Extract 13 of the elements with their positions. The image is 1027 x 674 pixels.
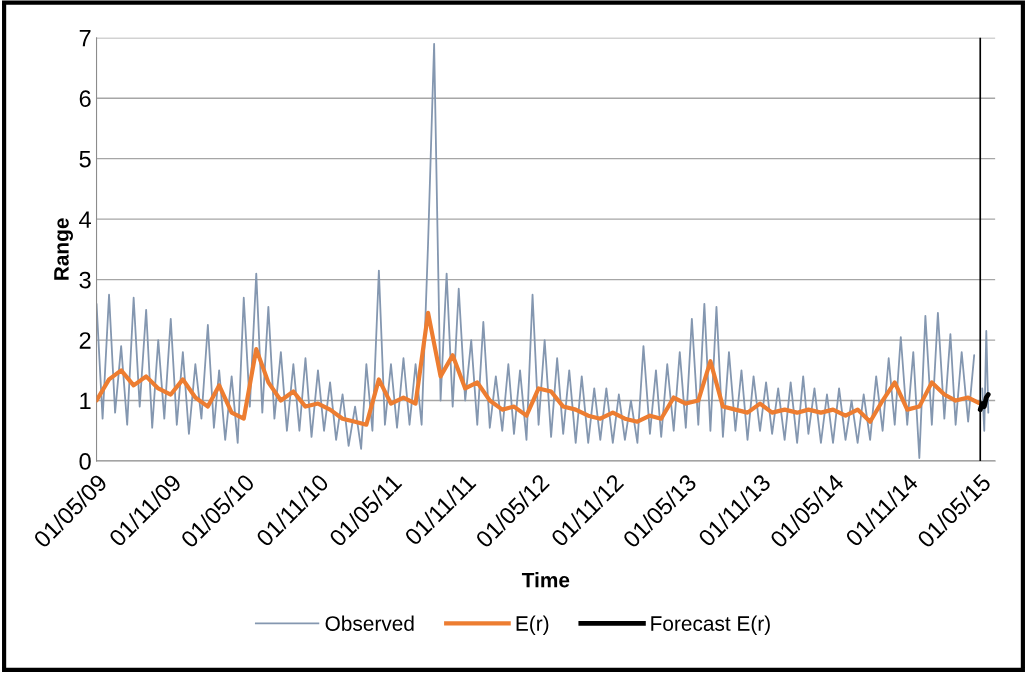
legend-label: Forecast E(r) <box>651 615 770 636</box>
y-tick-label: 3 <box>79 271 91 289</box>
y-tick-label: 1 <box>80 392 91 410</box>
legend-label: E(r) <box>516 615 549 636</box>
y-tick-label: 6 <box>79 90 91 107</box>
legend-label: Observed <box>325 615 414 631</box>
y-tick-label: 0 <box>79 453 91 470</box>
y-axis-title: Range <box>54 218 73 280</box>
x-axis-title: Time <box>521 572 570 588</box>
y-tick-label: 2 <box>79 332 91 349</box>
y-tick-label: 5 <box>79 150 91 168</box>
y-tick-label: 7 <box>79 30 91 47</box>
y-tick-label: 4 <box>79 211 91 228</box>
